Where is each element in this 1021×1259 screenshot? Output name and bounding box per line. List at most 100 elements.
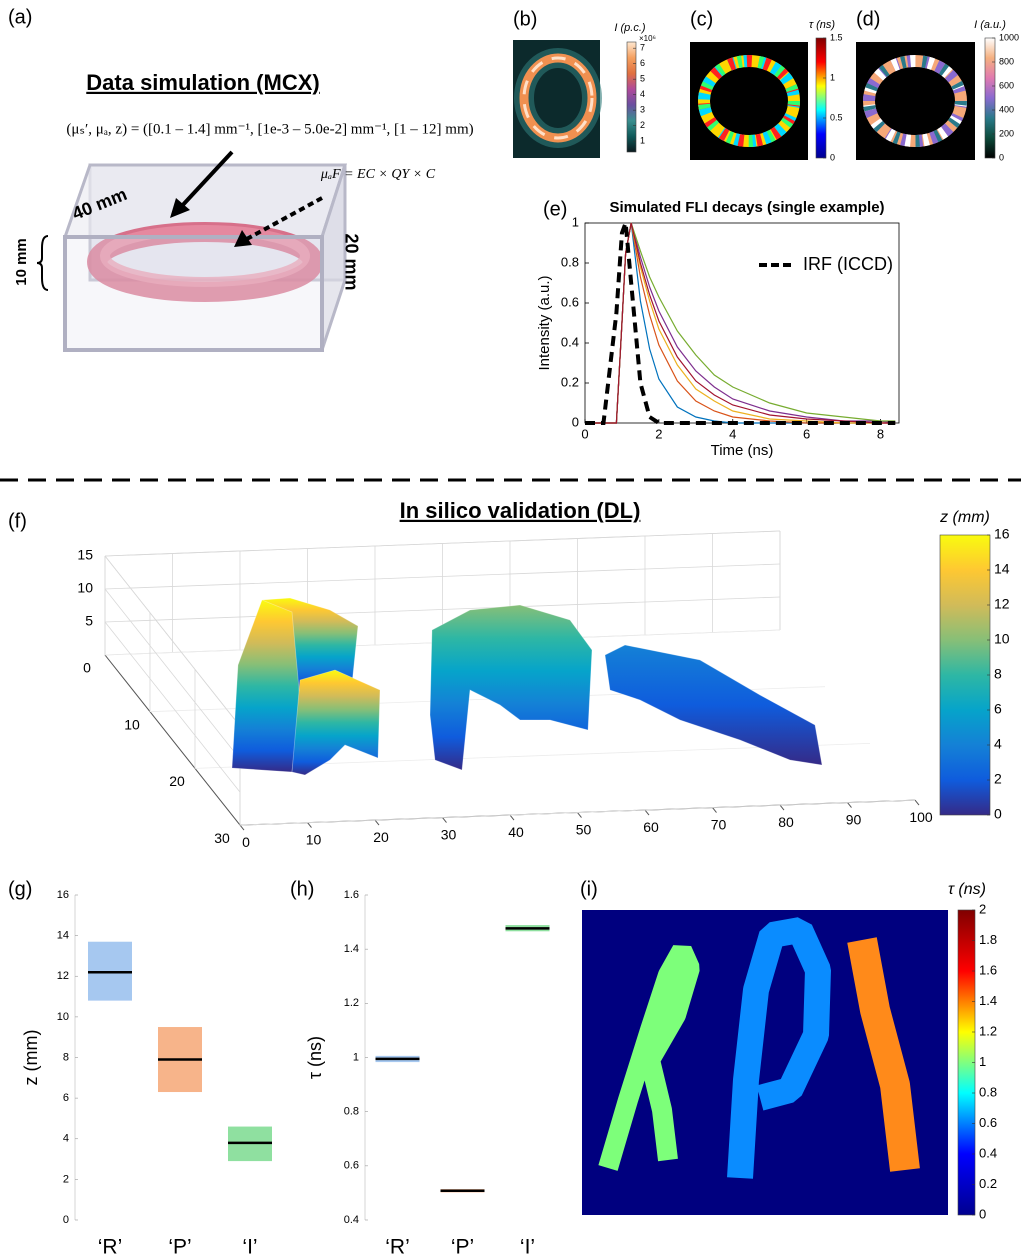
decay-curve xyxy=(585,222,896,424)
colorbar-tick-label: 1.4 xyxy=(979,993,997,1008)
y-tick-label: 10 xyxy=(124,716,140,732)
x-tick-label: 60 xyxy=(643,819,659,835)
x-tick-label: 20 xyxy=(373,829,389,845)
grid-line xyxy=(104,588,241,760)
panel-label: (e) xyxy=(543,198,567,220)
colorbar-tick-label: 1.6 xyxy=(979,962,997,977)
colorbar-tick-label: 14 xyxy=(994,561,1010,577)
colorbar-tick-label: 1 xyxy=(830,72,835,82)
x-tick-label: 70 xyxy=(711,816,727,832)
x-tick-label: ‘P’ xyxy=(168,1236,191,1259)
grid-line xyxy=(104,596,781,623)
y-tick-label: 10 xyxy=(57,1011,69,1023)
x-tick-label: 30 xyxy=(441,826,457,842)
colorbar xyxy=(984,37,996,159)
y-tick-label: 0 xyxy=(572,414,579,429)
y-tick-label: 1.6 xyxy=(344,889,359,901)
x-tick xyxy=(779,804,785,811)
x-tick-label: ‘I’ xyxy=(242,1236,257,1259)
y-tick-label: 12 xyxy=(57,970,69,982)
y-axis-label: τ (ns) xyxy=(305,1036,325,1079)
x-tick-label: 40 xyxy=(508,824,524,840)
y-tick-label: 1.4 xyxy=(344,943,359,955)
x-tick xyxy=(239,824,245,831)
colorbar-tick-label: 0 xyxy=(979,1206,986,1221)
x-tick-label: ‘P’ xyxy=(451,1236,474,1259)
arrow-head xyxy=(170,198,190,218)
dimension-label: 20 mm xyxy=(341,233,361,290)
lifetime-map xyxy=(582,910,948,1215)
colorbar-tick-label: 2 xyxy=(994,771,1002,787)
colorbar-tick-label: 10 xyxy=(994,631,1010,647)
y-tick-label: 0.8 xyxy=(561,254,579,269)
panel-label: (b) xyxy=(513,8,537,30)
x-tick-label: 10 xyxy=(306,831,322,847)
legend-label: IRF (ICCD) xyxy=(803,254,893,274)
letter-surface xyxy=(604,644,823,766)
panel-label: (f) xyxy=(8,510,27,532)
colorbar-tick-label: 2 xyxy=(979,901,986,916)
y-tick-label: 0.4 xyxy=(344,1214,359,1226)
x-tick-label: 8 xyxy=(877,426,884,441)
letter-r xyxy=(598,945,700,1171)
intensity-image xyxy=(513,40,602,158)
x-tick xyxy=(442,817,447,823)
x-tick-label: 0 xyxy=(242,834,250,850)
x-tick-label: 6 xyxy=(803,426,810,441)
x-tick-label: 0 xyxy=(581,426,588,441)
colorbar-tick-label: 0.4 xyxy=(979,1145,997,1160)
y-axis-label: Intensity (a.u.) xyxy=(536,275,553,370)
colorbar-tick-label: 1000 xyxy=(999,32,1019,42)
colorbar-tick-label: 6 xyxy=(640,58,645,68)
x-tick-label: 100 xyxy=(909,809,933,825)
colorbar-tick-label: 0.8 xyxy=(979,1084,997,1099)
colorbar-tick-label: 4 xyxy=(640,89,645,99)
grid-line xyxy=(104,563,781,590)
colorbar-tick-label: 4 xyxy=(994,736,1002,752)
colorbar-tick-label: 0.2 xyxy=(979,1176,997,1191)
x-tick xyxy=(307,822,312,828)
y-tick-label: 0.2 xyxy=(561,374,579,389)
dimension-label: 10 mm xyxy=(13,238,30,286)
y-tick-label: 8 xyxy=(63,1051,69,1063)
y-tick-label: 0 xyxy=(63,1214,69,1226)
y-tick-label: 0.8 xyxy=(344,1106,359,1118)
grid-line xyxy=(239,799,916,826)
brace xyxy=(36,235,49,291)
lifetime-image xyxy=(690,42,808,160)
x-tick-label: ‘R’ xyxy=(98,1236,123,1259)
colorbar-title: I (p.c.) xyxy=(614,22,646,34)
z-tick-label: 10 xyxy=(77,580,93,596)
colorbar-title: z (mm) xyxy=(939,509,990,526)
y-tick-label: 1 xyxy=(572,214,579,229)
x-tick-label: 90 xyxy=(846,811,862,827)
colorbar-tick-label: 3 xyxy=(640,105,645,115)
colorbar-tick-label: 1.2 xyxy=(979,1023,997,1038)
letter-i xyxy=(847,937,920,1172)
x-axis-label: Time (ns) xyxy=(711,442,774,459)
y-tick-label: 20 xyxy=(169,773,185,789)
y-tick-label: 0 xyxy=(83,660,91,676)
arrow-head xyxy=(234,230,252,247)
simulation-diagram xyxy=(36,150,348,352)
colorbar-tick-label: 200 xyxy=(999,128,1014,138)
colorbar-title: τ (ns) xyxy=(948,881,986,898)
colorbar-tick-label: 0 xyxy=(830,152,835,162)
y-tick-label: 0.6 xyxy=(561,294,579,309)
colorbar-tick-label: 12 xyxy=(994,596,1010,612)
panel-label: (g) xyxy=(8,878,32,900)
colorbar-tick-label: 800 xyxy=(999,56,1014,66)
x-tick xyxy=(644,809,650,816)
colorbar-tick-label: 0.6 xyxy=(979,1115,997,1130)
panel-label: (h) xyxy=(290,878,314,900)
y-tick-label: 16 xyxy=(57,889,69,901)
ring-pixels xyxy=(863,55,967,147)
colorbar-tick-label: 1 xyxy=(640,136,645,146)
colorbar-tick-label: 2 xyxy=(640,120,645,130)
torus-top xyxy=(100,225,310,287)
letter-surface xyxy=(429,604,593,771)
x-tick-label: ‘I’ xyxy=(520,1236,535,1259)
colorbar-exponent: ×10⁶ xyxy=(639,34,656,43)
grid-line xyxy=(104,555,241,727)
letter-surface xyxy=(291,669,381,776)
